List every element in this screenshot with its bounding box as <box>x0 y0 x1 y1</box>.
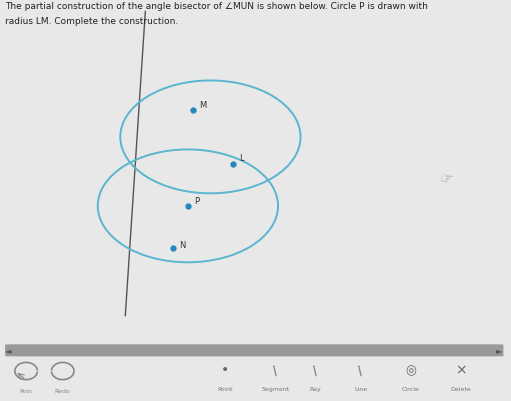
Text: Ray: Ray <box>310 386 321 391</box>
Text: ►: ► <box>496 346 502 354</box>
Text: N: N <box>179 240 185 249</box>
Text: ◎: ◎ <box>405 363 416 376</box>
Text: ×: × <box>455 363 467 377</box>
Text: radius LM. Complete the construction.: radius LM. Complete the construction. <box>5 17 178 26</box>
Text: ☞: ☞ <box>438 170 454 187</box>
Text: Delete: Delete <box>450 386 471 391</box>
Text: ◄: ◄ <box>5 346 12 354</box>
Text: •: • <box>221 363 229 377</box>
Text: Circle: Circle <box>402 386 420 391</box>
Text: /: / <box>311 363 321 376</box>
Text: M: M <box>199 101 206 110</box>
Text: Point: Point <box>218 386 233 391</box>
Text: /: / <box>356 363 366 376</box>
FancyBboxPatch shape <box>5 344 503 356</box>
Text: L: L <box>239 154 244 163</box>
Text: Line: Line <box>354 386 367 391</box>
Text: Poin: Poin <box>19 388 33 393</box>
Text: The partial construction of the angle bisector of ∠MUN is shown below. Circle P : The partial construction of the angle bi… <box>5 2 428 11</box>
Text: P: P <box>194 196 199 205</box>
Text: Segment: Segment <box>262 386 290 391</box>
Text: /: / <box>270 363 281 376</box>
Text: Redo: Redo <box>55 388 71 393</box>
